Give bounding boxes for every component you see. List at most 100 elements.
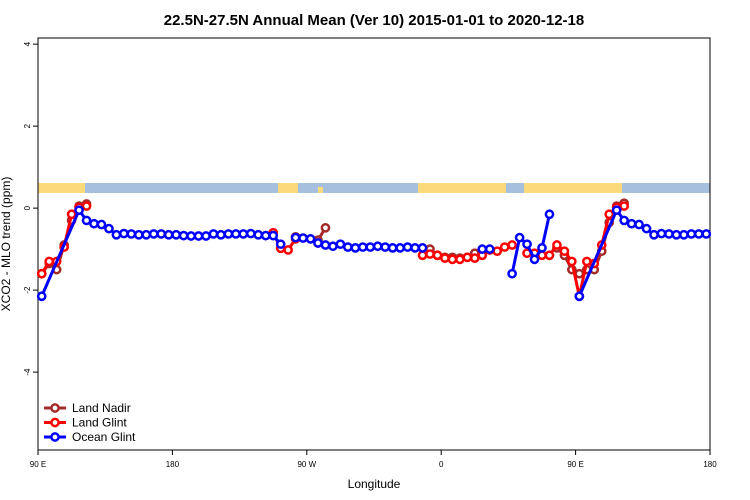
y-tick-label: 4 (23, 41, 32, 46)
data-point (402, 242, 413, 252)
data-point (619, 201, 629, 211)
data-point (81, 215, 92, 226)
data-point (126, 229, 137, 239)
data-point (208, 229, 219, 239)
data-point (119, 228, 129, 239)
x-axis-label: Longitude (348, 477, 401, 491)
chart-title: 22.5N-27.5N Annual Mean (Ver 10) 2015-01… (164, 12, 584, 29)
data-point (387, 243, 398, 253)
x-tick-label: 180 (166, 460, 180, 469)
data-point (440, 253, 450, 263)
data-point (350, 243, 361, 253)
data-point (81, 201, 92, 211)
data-point (664, 229, 674, 239)
data-point (686, 229, 697, 239)
data-point (425, 249, 435, 259)
data-point (201, 231, 211, 241)
data-point (701, 229, 712, 239)
data-point (462, 252, 473, 263)
data-point (626, 218, 637, 229)
y-tick-label: 0 (23, 205, 32, 210)
data-point (693, 229, 704, 239)
data-point (320, 240, 331, 250)
data-point (469, 253, 480, 263)
data-point (581, 256, 592, 267)
legend-label: Land Glint (72, 416, 127, 430)
data-point (260, 230, 271, 241)
data-point (283, 245, 293, 255)
data-point (111, 229, 122, 240)
data-point (417, 250, 428, 261)
data-point (216, 229, 226, 240)
ocean-strip (38, 183, 710, 193)
data-point (372, 241, 383, 252)
data-point (544, 209, 555, 220)
data-point (395, 243, 405, 253)
data-point (514, 232, 525, 243)
data-point (193, 231, 204, 241)
data-point (148, 229, 159, 239)
data-point (447, 254, 458, 265)
data-point (484, 244, 495, 254)
data-point (186, 231, 196, 241)
data-point (328, 241, 338, 252)
data-point (611, 205, 622, 216)
data-point (171, 229, 181, 240)
y-tick-label: -4 (23, 368, 32, 376)
data-point (634, 219, 644, 230)
data-point (679, 229, 689, 240)
data-point (238, 229, 249, 239)
data-point (245, 228, 256, 239)
data-point (455, 254, 465, 265)
data-point (357, 242, 368, 252)
data-point (275, 239, 286, 250)
data-point (537, 243, 547, 253)
x-tick-label: 90 E (567, 460, 583, 469)
data-point (574, 291, 585, 302)
legend-marker (50, 432, 60, 442)
data-point (574, 268, 585, 279)
data-point (96, 219, 107, 230)
data-point (417, 243, 428, 253)
data-point (507, 240, 517, 250)
data-point (380, 242, 391, 252)
data-point (619, 215, 629, 226)
data-point (74, 205, 84, 216)
data-point (649, 229, 659, 240)
data-point (89, 218, 99, 229)
data-point (36, 291, 47, 302)
data-point (156, 229, 167, 239)
data-point (544, 250, 555, 261)
plot-frame (37, 37, 711, 451)
legend-label: Land Nadir (72, 401, 131, 415)
data-point (104, 223, 114, 234)
x-tick-label: 180 (703, 460, 717, 469)
x-tick-label: 90 E (30, 460, 46, 469)
data-point (313, 238, 323, 248)
data-point (231, 229, 241, 239)
data-point (492, 246, 503, 257)
legend-marker (50, 403, 60, 413)
data-point (141, 229, 152, 240)
data-point (253, 229, 264, 240)
data-point (66, 209, 77, 220)
data-point (163, 229, 174, 240)
y-tick-label: 2 (23, 123, 32, 128)
data-point (522, 239, 532, 250)
data-point (432, 250, 443, 261)
data-point (365, 242, 376, 252)
land-strip (38, 183, 622, 193)
data-point (507, 268, 517, 279)
x-tick-label: 0 (439, 460, 444, 469)
y-axis-label: XCO2 - MLO trend (ppm) (0, 177, 13, 312)
data-point (305, 234, 316, 244)
data-point (343, 242, 353, 252)
data-point (567, 256, 577, 267)
data-point (320, 222, 331, 233)
y-tick-label: -2 (23, 286, 32, 294)
data-point (559, 246, 570, 257)
x-tick-label: 90 W (297, 460, 316, 469)
data-point (552, 240, 562, 250)
legend-marker (50, 417, 60, 428)
data-point (223, 229, 234, 239)
